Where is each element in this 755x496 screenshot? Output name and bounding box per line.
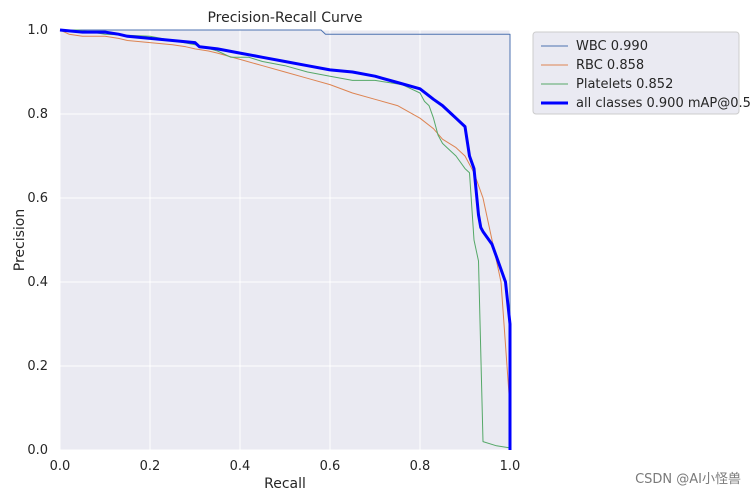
y-tick-label: 0.4 — [27, 275, 48, 290]
legend-label-all-classes: all classes 0.900 mAP@0.5 — [576, 96, 751, 111]
series-line-rbc — [59, 29, 511, 450]
watermark: CSDN @AI小怪兽 — [635, 472, 741, 487]
x-tick-label: 0.6 — [320, 459, 341, 474]
chart-title: Precision-Recall Curve — [207, 10, 362, 26]
legend-label-wbc: WBC 0.990 — [576, 39, 648, 54]
x-axis-label: Recall — [264, 476, 306, 492]
legend-frame — [532, 31, 740, 115]
y-axis-label: Precision — [12, 209, 28, 271]
series-lines — [59, 28, 512, 450]
series-line-platelets — [60, 29, 511, 450]
plot-background — [60, 30, 510, 450]
x-tick-label: 1.0 — [500, 459, 521, 474]
y-tick-label: 0.0 — [27, 443, 48, 458]
y-tick-label: 0.8 — [27, 107, 48, 122]
legend-entries: WBC 0.990 RBC 0.858 Platelets 0.852 all cla… — [541, 39, 751, 111]
y-tick-label: 0.6 — [27, 191, 48, 206]
legend: WBC 0.990 RBC 0.858 Platelets 0.852 all cla… — [532, 31, 751, 115]
x-tick-label: 0.2 — [140, 459, 161, 474]
y-tick-label: 0.2 — [27, 359, 48, 374]
tick-labels: 0.0 0.2 0.4 0.6 0.8 1.0 0.0 0.2 0.4 0.6 0.8 1.0 — [27, 23, 520, 474]
y-tick-label: 1.0 — [27, 23, 48, 38]
x-tick-label: 0.0 — [50, 459, 71, 474]
legend-label-platelets: Platelets 0.852 — [576, 77, 673, 92]
x-tick-label: 0.8 — [410, 459, 431, 474]
x-tick-label: 0.4 — [230, 459, 251, 474]
series-line-all-classes — [59, 28, 512, 450]
legend-label-rbc: RBC 0.858 — [576, 58, 644, 73]
series-line-wbc — [60, 29, 511, 450]
